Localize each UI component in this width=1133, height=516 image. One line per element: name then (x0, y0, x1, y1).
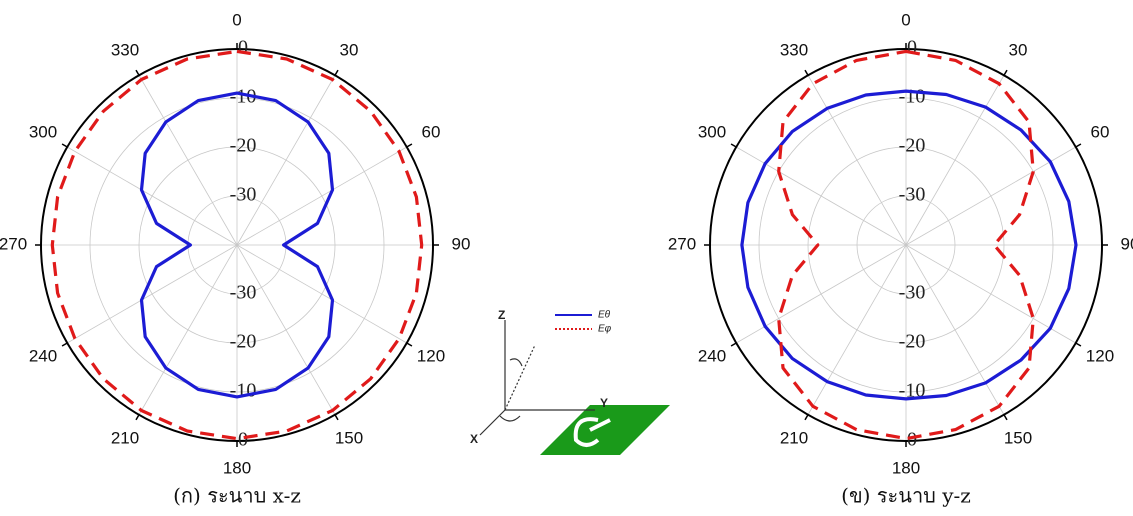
r-tick-label: -20 (899, 135, 926, 157)
r-tick-label: 0 (238, 37, 248, 59)
r-tick-label: -20 (899, 331, 926, 353)
angle-tick-label: 120 (1086, 346, 1114, 365)
grid-spoke (808, 75, 906, 245)
grid-spoke (67, 147, 237, 245)
angle-tick-label: 300 (29, 122, 57, 141)
angle-tick-label: 270 (0, 234, 27, 253)
grid-spoke (237, 147, 407, 245)
angle-tick-label: 150 (1004, 428, 1032, 447)
grid-spoke (808, 245, 906, 415)
legend-label: Eθ (598, 310, 611, 321)
angle-tick-label: 330 (780, 40, 808, 59)
phi-arc (500, 416, 520, 421)
angle-tick-label: 240 (29, 346, 57, 365)
r-tick-label: -10 (230, 380, 257, 402)
x-axis (480, 410, 505, 435)
r-vector (505, 345, 535, 410)
r-tick-label: -30 (230, 184, 257, 206)
angle-tick-label: 30 (1009, 40, 1028, 59)
angle-tick-label: 30 (340, 40, 359, 59)
angle-tick-label: 0 (901, 10, 910, 29)
caption: (ข) ระนาบ y-z (841, 484, 971, 508)
theta-arc (510, 359, 522, 366)
grid-spoke (736, 245, 906, 343)
angle-tick-label: 210 (111, 428, 139, 447)
angle-tick-label: 180 (223, 458, 251, 477)
axis-letter: Z (498, 308, 505, 322)
caption: (ก) ระนาบ x-z (173, 484, 301, 508)
grid-spoke (237, 245, 407, 343)
r-tick-label: -20 (230, 135, 257, 157)
angle-tick-label: 60 (422, 122, 441, 141)
r-tick-label: -20 (230, 331, 257, 353)
r-tick-label: 0 (907, 37, 917, 59)
angle-tick-label: 0 (232, 10, 241, 29)
axis-letter: X (470, 432, 478, 446)
grid-spoke (736, 147, 906, 245)
angle-tick-label: 120 (417, 346, 445, 365)
r-tick-label: 0 (238, 429, 248, 451)
coordinate-sketch (480, 320, 670, 455)
angle-tick-label: 90 (452, 234, 471, 253)
r-tick-label: -10 (899, 86, 926, 108)
angle-tick-label: 270 (668, 234, 696, 253)
angle-tick-label: 330 (111, 40, 139, 59)
angle-tick-label: 300 (698, 122, 726, 141)
grid-spoke (67, 245, 237, 343)
angle-tick-label: 210 (780, 428, 808, 447)
r-tick-label: -30 (899, 282, 926, 304)
logo-shape (540, 405, 670, 455)
page: 030609012015018021024027030033000-10-10-… (0, 0, 1133, 516)
r-tick-label: -30 (899, 184, 926, 206)
figure: 030609012015018021024027030033000-10-10-… (0, 0, 1133, 516)
axis-letter: Y (600, 396, 608, 410)
angle-tick-label: 240 (698, 346, 726, 365)
angle-tick-label: 180 (892, 458, 920, 477)
angle-tick-label: 150 (335, 428, 363, 447)
r-tick-label: -30 (230, 282, 257, 304)
angle-tick-label: 60 (1091, 122, 1110, 141)
legend-label: Eφ (598, 324, 612, 335)
angle-tick-label: 90 (1121, 234, 1133, 253)
